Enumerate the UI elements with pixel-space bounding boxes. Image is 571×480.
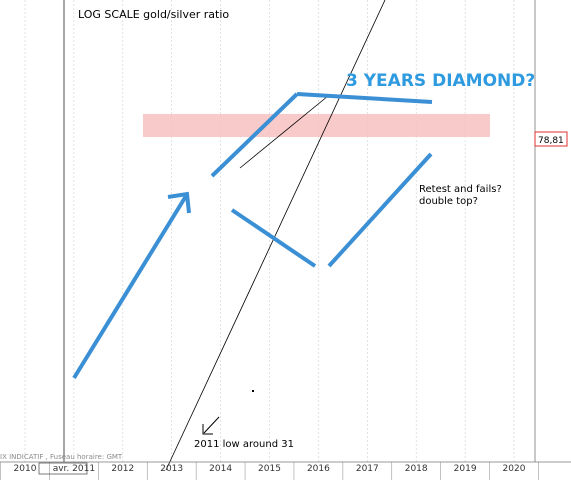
x-tick-label: 2016 (307, 464, 330, 474)
retest-note-line1: Retest and fails? (419, 184, 502, 195)
x-tick-label: 2020 (503, 464, 526, 474)
diamond-headline: 3 YEARS DIAMOND? (346, 71, 535, 91)
uptrend-arrow-shaft (72, 194, 188, 380)
x-tick-label: 2019 (454, 464, 477, 474)
trend-channel-line-short (239, 95, 329, 169)
cursor-date-box (38, 462, 88, 475)
x-tick-label: 2013 (160, 464, 183, 474)
stray-dot (252, 390, 254, 392)
last-value-badge (534, 131, 568, 147)
low-note-arrow-head (202, 424, 213, 435)
resistance-zone (143, 114, 490, 137)
low-note: 2011 low around 31 (194, 439, 294, 450)
x-tick-label: 2010 (14, 464, 37, 474)
trend-channel-line (165, 0, 386, 471)
x-tick-label: 2015 (258, 464, 281, 474)
analyst-drawings (72, 92, 433, 435)
low-note-arrow-shaft (203, 416, 220, 434)
x-tick-label: avr. 2011 (53, 464, 95, 474)
diamond-upper-right-edge (296, 92, 433, 104)
diamond-lower-left-edge (230, 208, 317, 268)
x-axis: 2010 avr. 2011 2012 2013 2014 2015 2016 2017 201… (0, 461, 571, 480)
x-tick-label: 2014 (209, 464, 232, 474)
chart-title: LOG SCALE gold/silver ratio (78, 8, 229, 21)
last-value-label: 78,81 (538, 136, 564, 146)
y-axis: 50,0060,0070,0080,0090,00 (534, 0, 536, 462)
x-tick-label: 2018 (405, 464, 428, 474)
x-tick-label: 2012 (111, 464, 134, 474)
uptrend-arrow-head (167, 191, 191, 214)
retest-note-line2: double top? (419, 196, 478, 207)
x-tick-label: 2017 (356, 464, 379, 474)
grid-lines (24, 0, 515, 462)
diamond-upper-left-edge (210, 92, 299, 178)
footer-info: IX INDICATIF , Fuseau horaire: GMT (0, 453, 123, 461)
diamond-lower-right-edge (327, 152, 433, 268)
